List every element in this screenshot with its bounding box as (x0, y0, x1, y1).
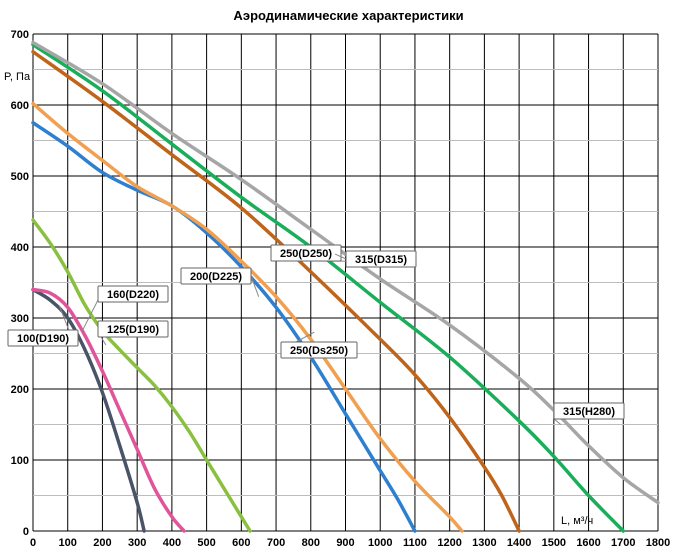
chart-title: Аэродинамические характеристики (233, 8, 464, 23)
annotation-leader (250, 275, 260, 297)
y-tick-label: 600 (11, 100, 29, 112)
series-line-6 (31, 42, 626, 533)
annotation-label: 125(D190) (107, 324, 159, 336)
series-line-4 (31, 101, 464, 533)
annotation-label: 200(D225) (190, 271, 242, 283)
series-line-5 (31, 50, 521, 533)
annotation-box (180, 267, 252, 285)
annotation-label: 160(D220) (107, 289, 159, 301)
annotation-label: 250(D250) (280, 248, 332, 260)
tick-labels: 0 100 200 300 400 500 600 700 800 900 1000 1100 1200… (11, 29, 671, 549)
x-tick-label: 100 (59, 537, 77, 549)
x-tick-label: 1600 (576, 537, 600, 549)
annotation-box (553, 402, 625, 420)
x-axis-label: L, м³/ч (561, 515, 593, 527)
x-tick-label: 0 (30, 537, 36, 549)
annotation-box (7, 329, 79, 347)
series-line-3 (31, 121, 417, 533)
y-tick-label: 700 (11, 29, 29, 41)
x-tick-label: 500 (197, 537, 215, 549)
grid (32, 33, 659, 532)
x-tick-label: 1100 (403, 537, 427, 549)
x-tick-label: 900 (336, 537, 354, 549)
y-axis-label: P, Па (4, 71, 31, 83)
x-tick-label: 1800 (646, 537, 670, 549)
x-tick-label: 700 (267, 537, 285, 549)
annotation-label: 250(Ds250) (290, 345, 348, 357)
series-line-0 (31, 287, 146, 533)
y-tick-label: 400 (11, 242, 29, 254)
x-tick-label: 1700 (611, 537, 635, 549)
annotation-box (97, 320, 169, 338)
y-tick-label: 0 (23, 526, 29, 538)
series-line-7 (31, 40, 660, 505)
series-line-2 (31, 218, 252, 533)
annotation-leader (334, 253, 347, 260)
annotation-leader (553, 418, 562, 425)
annotation-box (97, 285, 169, 303)
series-labels: 100(D190) 125(D190) 160(D220) 200(D225) 250(… (7, 244, 625, 425)
y-tick-label: 300 (11, 313, 29, 325)
series-lines (31, 40, 660, 533)
x-tick-label: 1500 (542, 537, 566, 549)
x-tick-label: 1300 (472, 537, 496, 549)
annotation-box (280, 341, 358, 359)
x-tick-label: 1200 (437, 537, 461, 549)
annotation-label: 100(D190) (17, 333, 69, 345)
y-tick-label: 100 (11, 455, 29, 467)
x-tick-label: 800 (302, 537, 320, 549)
x-tick-label: 600 (232, 537, 250, 549)
x-tick-label: 300 (128, 537, 146, 549)
y-tick-label: 200 (11, 384, 29, 396)
annotation-label: 315(H280) (563, 406, 615, 418)
x-tick-label: 1400 (507, 537, 531, 549)
annotation-box (345, 250, 417, 268)
annotation-label: 315(D315) (355, 254, 407, 266)
series-line-1 (31, 287, 186, 533)
x-tick-label: 1000 (368, 537, 392, 549)
annotation-box (270, 244, 342, 262)
x-tick-label: 400 (163, 537, 181, 549)
x-tick-label: 200 (93, 537, 111, 549)
y-tick-label: 500 (11, 171, 29, 183)
annotation-leader (81, 299, 99, 333)
